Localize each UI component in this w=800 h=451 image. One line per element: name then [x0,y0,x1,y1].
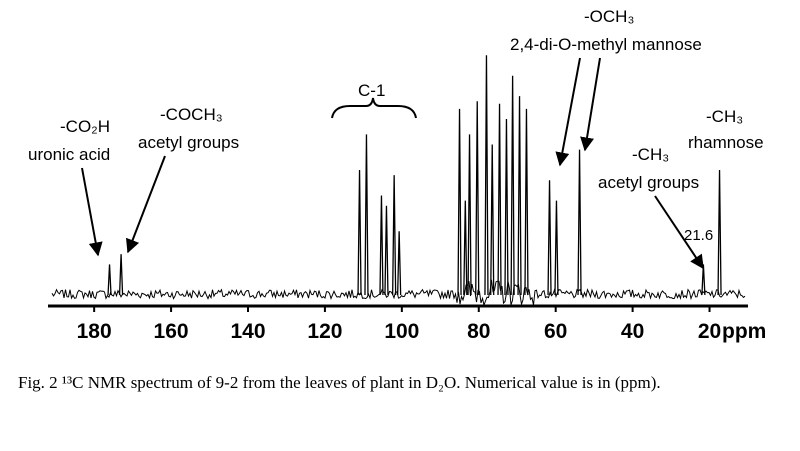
x-tick-label: 40 [621,320,644,343]
peak [554,200,559,296]
annotation: 2,4-di-O-methyl mannose [510,35,702,54]
peak [379,195,384,296]
annotation: -OCH₃ [584,7,634,26]
peak [357,170,362,296]
peak [457,108,462,296]
annotation: -CH₃ [706,107,743,126]
peak [118,254,124,296]
x-axis-label: ppm [722,320,766,343]
annotation: uronic acid [28,145,110,164]
peak [484,55,489,296]
peak [524,108,529,296]
annotation: acetyl groups [598,173,699,192]
peak-label: 21.6 [684,227,713,244]
peak [384,205,389,296]
x-tick-label: 120 [307,320,342,343]
caption: Fig. 2 ¹³C NMR spectrum of 9-2 from the … [18,373,661,392]
x-tick-label: 20 [698,320,721,343]
arrow [81,167,103,257]
peak [475,101,480,296]
arrow [555,57,581,167]
x-tick-label: 80 [467,320,490,343]
peak [497,103,502,296]
peak [504,119,509,296]
arrow [580,57,601,152]
chart: -CO₂H uronic acid -COCH₃ acetyl groups C… [28,7,766,343]
arrow [125,155,166,254]
baseline-noise [51,279,746,307]
peak [467,134,472,296]
x-tick-label: 160 [154,320,189,343]
annotation: -COCH₃ [160,105,223,124]
peak [392,175,397,296]
peak [717,170,722,296]
peak [490,144,495,296]
peak [517,96,522,296]
annotation: C-1 [358,81,385,100]
annotation: -CH₃ [632,145,669,164]
annotation: -CO₂H [60,117,110,136]
peak [577,149,582,296]
x-tick-label: 180 [77,320,112,343]
x-tick-label: 60 [544,320,567,343]
peak [364,134,369,296]
peak [701,264,706,296]
peak [510,75,515,296]
brace [331,97,417,119]
x-tick-label: 100 [384,320,419,343]
peak [547,180,552,296]
peak [397,231,402,296]
annotation: rhamnose [688,133,764,152]
peak [463,200,468,296]
peak [107,264,112,296]
x-tick-label: 140 [230,320,265,343]
arrow [654,195,704,270]
annotation: acetyl groups [138,133,239,152]
